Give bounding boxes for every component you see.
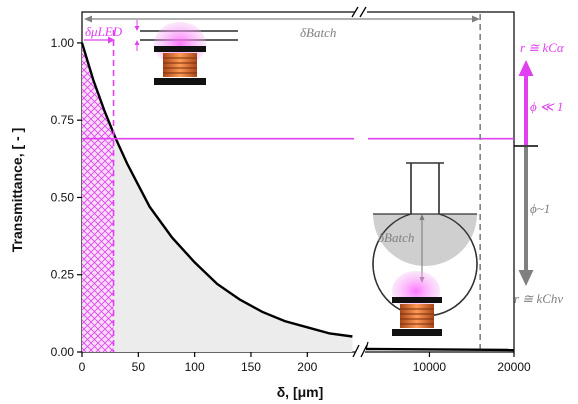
axis-break-mark-top [351,6,359,18]
delta-batch-arrow-right-head [472,15,480,23]
rate-top-label: r ≅ kCα [520,40,565,55]
delta-batch-arrow-left-head [84,15,92,23]
x-tick-label: 200 [297,360,317,374]
flask-illustration: δBatch [372,162,478,336]
delta-batch-label: δBatch [300,25,336,40]
y-tick-label: 0.25 [51,268,75,282]
gray-area-under-curve [82,42,353,353]
x-tick-label: 10000 [413,360,447,374]
y-tick-label: 1.00 [51,36,75,50]
phi-low-label: ϕ ≪ 1 [530,99,563,114]
curve-tail-join [365,341,369,350]
y-axis-title: Transmittance, [ - ] [9,128,25,252]
transmittance-curve [80,42,353,338]
axis-break-mark [352,344,360,358]
y-tick-label: 0.00 [51,345,75,359]
delta-led-arrow-head [108,36,115,44]
x-axis-title: δ, [μm] [277,384,324,400]
y-tick-label: 0.50 [51,190,75,204]
x-tick-label: 150 [241,360,261,374]
axis-break-mark-top [359,6,367,18]
x-tick-label: 0 [79,360,86,374]
axis-break-gap [355,347,365,357]
x-tick-label: 100 [185,360,205,374]
phi-low-arrow-head [518,60,534,76]
delta-led-label: δμLED [85,24,123,39]
phi-high-label: ϕ~1 [530,201,550,216]
flask-delta-batch-label: δBatch [378,230,414,245]
led-illustration [134,20,238,85]
axis-break-gap-top [355,7,367,17]
y-tick-label: 0.75 [51,113,75,127]
rate-bottom-label: r ≅ kChν [514,291,563,306]
phi-high-arrow-head [518,270,534,286]
hatched-region [82,42,114,353]
curve-tail-segment [365,347,515,352]
x-tick-label: 50 [132,360,146,374]
x-tick-label: 20000 [497,360,531,374]
